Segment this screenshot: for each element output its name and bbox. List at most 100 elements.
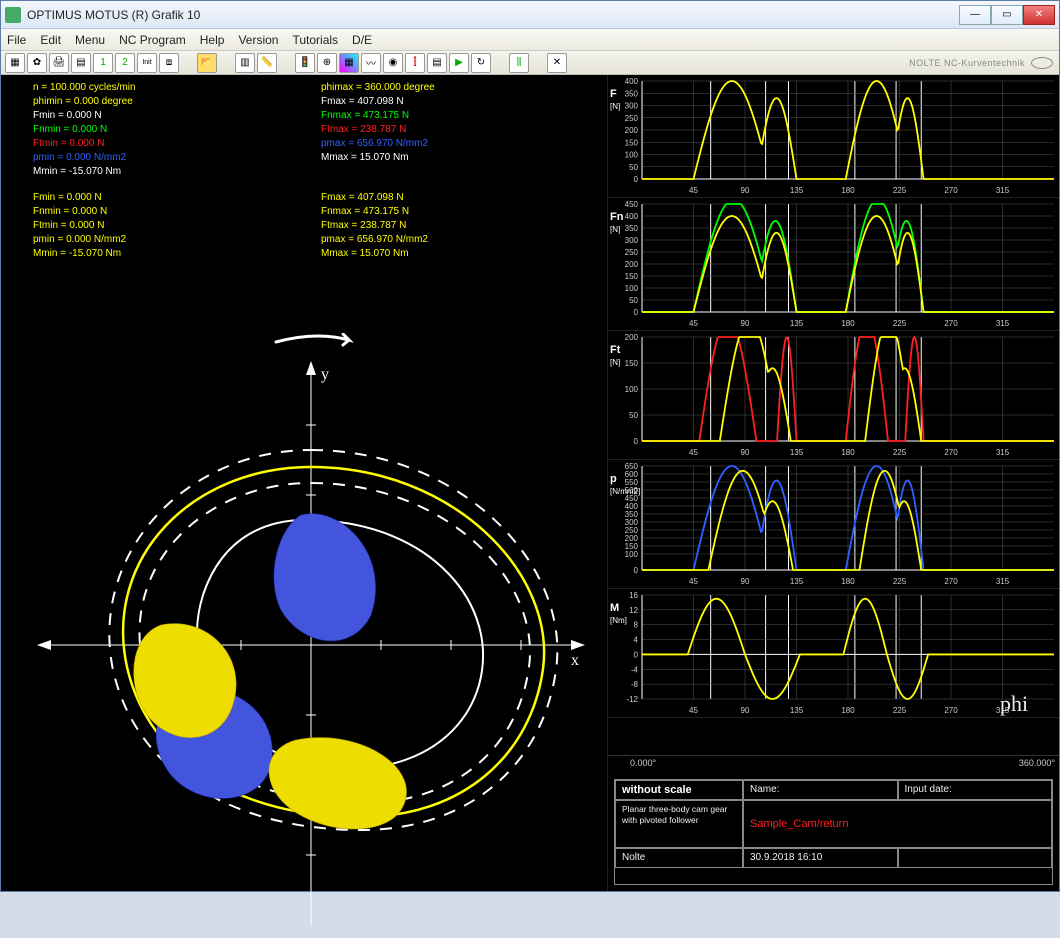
tool-tbl-icon[interactable]: ▤ xyxy=(427,53,447,73)
svg-text:F: F xyxy=(610,88,617,100)
svg-text:45: 45 xyxy=(689,577,698,586)
svg-text:100: 100 xyxy=(625,284,639,293)
menu-tutorials[interactable]: Tutorials xyxy=(292,33,338,47)
tool-bars-icon[interactable]: ⫿ xyxy=(405,53,425,73)
svg-text:315: 315 xyxy=(996,186,1010,195)
tool-export-icon[interactable]: ▶ xyxy=(449,53,469,73)
svg-text:225: 225 xyxy=(893,577,907,586)
svg-text:135: 135 xyxy=(790,448,804,457)
menu-edit[interactable]: Edit xyxy=(40,33,61,47)
right-panel: 4590135180225270315050100150200250300350… xyxy=(607,75,1059,891)
svg-text:250: 250 xyxy=(625,248,639,257)
info-empty xyxy=(898,848,1053,868)
toolbar: ▦ ✿ 🖨 ▤ 1 2 Init ⧈ 📂 ▥ 📏 🚦 ⊕ ▦ 〰 ◉ ⫿ ▤ ▶… xyxy=(1,51,1059,75)
svg-text:135: 135 xyxy=(790,577,804,586)
param-line: Mmin = -15.070 Nm xyxy=(33,247,126,261)
svg-text:[N]: [N] xyxy=(610,102,620,111)
tool-disc-icon[interactable]: ◉ xyxy=(383,53,403,73)
svg-text:0: 0 xyxy=(634,437,639,446)
svg-text:-4: -4 xyxy=(631,665,639,674)
menu-menu[interactable]: Menu xyxy=(75,33,105,47)
chart-Ft: 4590135180225270315050100150200Ft[N] xyxy=(608,331,1060,459)
app-window: OPTIMUS MOTUS (R) Grafik 10 — ▭ ✕ File E… xyxy=(0,0,1060,892)
tool-6-icon[interactable]: 2 xyxy=(115,53,135,73)
param-line: Mmin = -15.070 Nm xyxy=(33,165,136,179)
param-line: pmax = 656.970 N/mm2 xyxy=(321,137,435,151)
minimize-button[interactable]: — xyxy=(959,5,991,25)
svg-text:225: 225 xyxy=(893,706,907,715)
tool-2-icon[interactable]: ✿ xyxy=(27,53,47,73)
close-button[interactable]: ✕ xyxy=(1023,5,1055,25)
svg-text:0: 0 xyxy=(634,650,639,659)
tool-cube-icon[interactable]: ⧈ xyxy=(159,53,179,73)
tool-target-icon[interactable]: ⊕ xyxy=(317,53,337,73)
svg-text:270: 270 xyxy=(944,448,958,457)
tool-open-icon[interactable]: 📂 xyxy=(197,53,217,73)
svg-text:150: 150 xyxy=(625,542,639,551)
param-line: Fmin = 0.000 N xyxy=(33,191,126,205)
tool-doc-icon[interactable]: ▥ xyxy=(235,53,255,73)
menu-file[interactable]: File xyxy=(7,33,26,47)
param-line: phimin = 0.000 degree xyxy=(33,95,136,109)
svg-text:270: 270 xyxy=(944,186,958,195)
svg-text:100: 100 xyxy=(625,151,639,160)
svg-text:Ft: Ft xyxy=(610,344,621,356)
brand-label: NOLTE NC-Kurventechnik xyxy=(909,57,1053,69)
tool-1-icon[interactable]: ▦ xyxy=(5,53,25,73)
tool-grid-icon[interactable]: ▦ xyxy=(339,53,359,73)
svg-text:90: 90 xyxy=(741,448,750,457)
menu-help[interactable]: Help xyxy=(200,33,225,47)
svg-text:100: 100 xyxy=(625,550,639,559)
svg-text:12: 12 xyxy=(629,606,638,615)
tool-4-icon[interactable]: ▤ xyxy=(71,53,91,73)
svg-text:100: 100 xyxy=(625,385,639,394)
params-right-block: phimax = 360.000 degreeFmax = 407.098 NF… xyxy=(321,81,435,165)
titlebar[interactable]: OPTIMUS MOTUS (R) Grafik 10 — ▭ ✕ xyxy=(1,1,1059,29)
chart-p: 4590135180225270315010015020025030035040… xyxy=(608,460,1060,588)
maximize-button[interactable]: ▭ xyxy=(991,5,1023,25)
param-line: Fnmin = 0.000 N xyxy=(33,123,136,137)
param-line: n = 100.000 cycles/min xyxy=(33,81,136,95)
svg-text:400: 400 xyxy=(625,212,639,221)
svg-text:p: p xyxy=(610,473,617,485)
svg-text:300: 300 xyxy=(625,236,639,245)
svg-text:150: 150 xyxy=(625,359,639,368)
menu-de[interactable]: D/E xyxy=(352,33,372,47)
svg-text:-8: -8 xyxy=(631,680,639,689)
svg-text:45: 45 xyxy=(689,706,698,715)
tool-init-icon[interactable]: Init xyxy=(137,53,157,73)
svg-text:350: 350 xyxy=(625,89,639,98)
chart-F: 4590135180225270315050100150200250300350… xyxy=(608,75,1059,198)
svg-text:180: 180 xyxy=(841,319,855,328)
params-left-block: n = 100.000 cycles/minphimin = 0.000 deg… xyxy=(33,81,136,179)
tool-col-icon[interactable]: ⫼ xyxy=(509,53,529,73)
chart-Fn: 4590135180225270315050100150200250300350… xyxy=(608,198,1060,330)
svg-text:[N]: [N] xyxy=(610,358,620,367)
info-scale-label: without scale xyxy=(615,780,743,800)
menu-ncprogram[interactable]: NC Program xyxy=(119,33,186,47)
svg-text:4: 4 xyxy=(634,636,639,645)
param-line: phimax = 360.000 degree xyxy=(321,81,435,95)
svg-text:270: 270 xyxy=(944,706,958,715)
menu-version[interactable]: Version xyxy=(238,33,278,47)
tool-5-icon[interactable]: 1 xyxy=(93,53,113,73)
param-line: pmin = 0.000 N/mm2 xyxy=(33,151,136,165)
svg-text:300: 300 xyxy=(625,518,639,527)
svg-text:45: 45 xyxy=(689,186,698,195)
svg-text:45: 45 xyxy=(689,319,698,328)
tool-light-icon[interactable]: 🚦 xyxy=(295,53,315,73)
tool-x-icon[interactable]: ✕ xyxy=(547,53,567,73)
svg-text:150: 150 xyxy=(625,138,639,147)
svg-text:350: 350 xyxy=(625,510,639,519)
svg-text:90: 90 xyxy=(741,577,750,586)
param-line: Ftmin = 0.000 N xyxy=(33,219,126,233)
tool-ruler-icon[interactable]: 📏 xyxy=(257,53,277,73)
svg-text:315: 315 xyxy=(996,319,1010,328)
tool-wave-icon[interactable]: 〰 xyxy=(361,53,381,73)
svg-text:250: 250 xyxy=(625,526,639,535)
tool-spin-icon[interactable]: ↻ xyxy=(471,53,491,73)
svg-text:y: y xyxy=(321,366,329,383)
svg-text:225: 225 xyxy=(893,448,907,457)
svg-text:200: 200 xyxy=(625,534,639,543)
tool-3-icon[interactable]: 🖨 xyxy=(49,53,69,73)
